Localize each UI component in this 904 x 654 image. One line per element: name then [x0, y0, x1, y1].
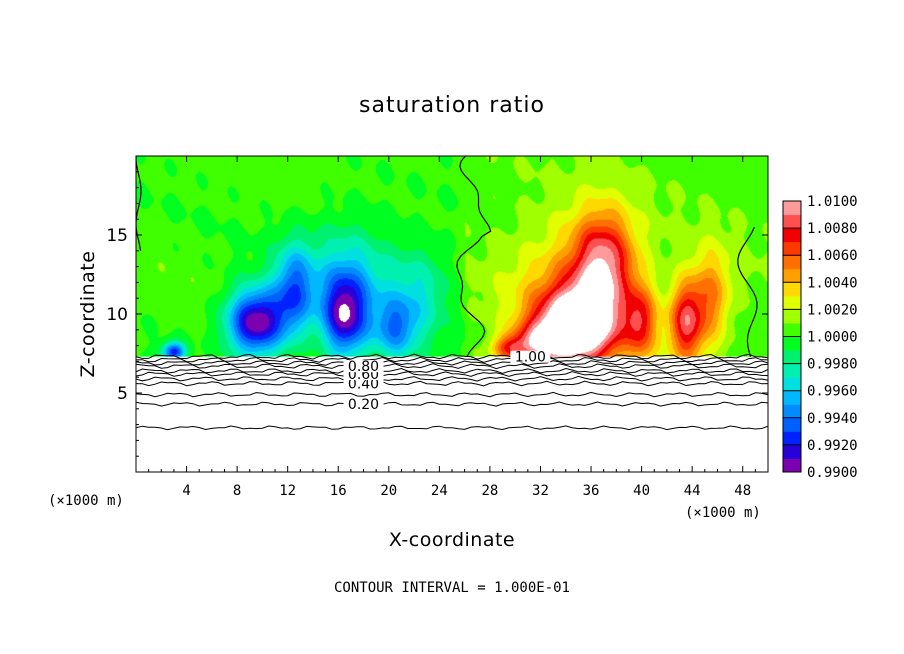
colorbar-label: 1.0060	[807, 248, 858, 264]
contour-label-bg	[343, 377, 384, 390]
colorbar-label: 1.0080	[807, 221, 858, 237]
x-tick-label: 16	[330, 483, 347, 499]
colorbar-swatch	[783, 350, 801, 365]
colorbar-label: 1.0020	[807, 302, 858, 318]
y-tick-label: 15	[106, 226, 128, 246]
chart-title: saturation ratio	[359, 93, 545, 118]
colorbar-label: 0.9900	[807, 465, 858, 481]
x-tick-label: 8	[233, 483, 241, 499]
contour-line	[136, 367, 768, 374]
contour-labels: 0.200.400.600.801.00	[343, 350, 551, 413]
x-axis: 4 8 12 16 20 24 28 32 36 40 44 48	[148, 156, 756, 499]
colorbar-swatch	[783, 322, 801, 337]
y-tick-label: 5	[117, 384, 128, 404]
colorbar-swatch	[783, 377, 801, 392]
x-tick-label: 20	[380, 483, 397, 499]
contour-label-bg	[343, 398, 384, 411]
contour-line	[136, 363, 768, 370]
colorbar-swatch	[783, 417, 801, 432]
x-tick-label: 4	[182, 483, 190, 499]
colorbar-swatch	[783, 282, 801, 297]
colorbar-label: 0.9940	[807, 411, 858, 427]
x-unit-label-left: (×1000 m)	[48, 493, 124, 509]
contour-lines	[136, 353, 768, 431]
colorbar-swatch	[783, 201, 801, 216]
contour-line	[136, 425, 768, 431]
x-axis-label: X-coordinate	[389, 529, 515, 551]
contour-line	[136, 391, 768, 398]
y-axis-label: Z-coordinate	[77, 251, 99, 378]
x-tick-label: 44	[684, 483, 701, 499]
x-tick-label: 12	[279, 483, 296, 499]
contour-1.00-boundary	[456, 156, 492, 357]
colorbar-swatch	[783, 309, 801, 324]
colorbar-swatch	[783, 295, 801, 310]
colorbar-label: 0.9920	[807, 438, 858, 454]
contour-line	[136, 356, 768, 363]
x-unit-label-right: (×1000 m)	[685, 505, 761, 521]
y-axis: 5 10 15	[106, 171, 768, 457]
contour-label-bg	[510, 350, 551, 363]
colorbar-swatch	[783, 228, 801, 243]
colorbar-swatch	[783, 404, 801, 419]
saturation-field	[136, 156, 768, 357]
colorbar-swatch	[783, 363, 801, 378]
contour-line	[136, 353, 768, 360]
x-tick-label: 28	[481, 483, 498, 499]
contour-line	[136, 359, 768, 367]
plot-area: 0.200.400.600.801.00	[135, 155, 769, 473]
contour-line	[136, 380, 768, 387]
x-tick-label: 48	[734, 483, 751, 499]
colorbar: 1.0100 1.0080 1.0060 1.0040 1.0020 1.0000 0.99…	[782, 194, 858, 481]
colorbar-swatch	[783, 458, 801, 473]
contour-line	[136, 375, 768, 382]
contour-label: 0.80	[348, 359, 379, 375]
colorbar-swatch	[783, 390, 801, 405]
colorbar-label: 1.0100	[807, 194, 858, 210]
colorbar-swatch	[783, 336, 801, 351]
colorbar-label: 1.0040	[807, 275, 858, 291]
contour-interval-note: CONTOUR INTERVAL = 1.000E-01	[334, 580, 570, 596]
contour-line	[136, 371, 768, 377]
x-tick-label: 24	[431, 483, 448, 499]
contour-label: 1.00	[515, 350, 546, 366]
y-tick-label: 10	[106, 305, 128, 325]
colorbar-swatch	[783, 241, 801, 256]
x-tick-label: 32	[532, 483, 549, 499]
colorbar-swatch	[783, 431, 801, 446]
colorbar-label: 0.9980	[807, 357, 858, 373]
contour-label: 0.20	[348, 397, 379, 413]
contour-line	[136, 401, 768, 407]
colorbar-swatch	[783, 268, 801, 283]
contour-label: 0.40	[348, 377, 379, 393]
colorbar-swatch	[783, 444, 801, 459]
colorbar-label: 0.9960	[807, 384, 858, 400]
colorbar-swatch	[783, 255, 801, 270]
colorbar-label: 1.0000	[807, 330, 858, 346]
contour-1.00-boundary-right	[737, 226, 758, 357]
x-tick-label: 40	[633, 483, 650, 499]
colorbar-swatch	[783, 214, 801, 229]
contour-label-bg	[343, 360, 384, 373]
x-tick-label: 36	[583, 483, 600, 499]
